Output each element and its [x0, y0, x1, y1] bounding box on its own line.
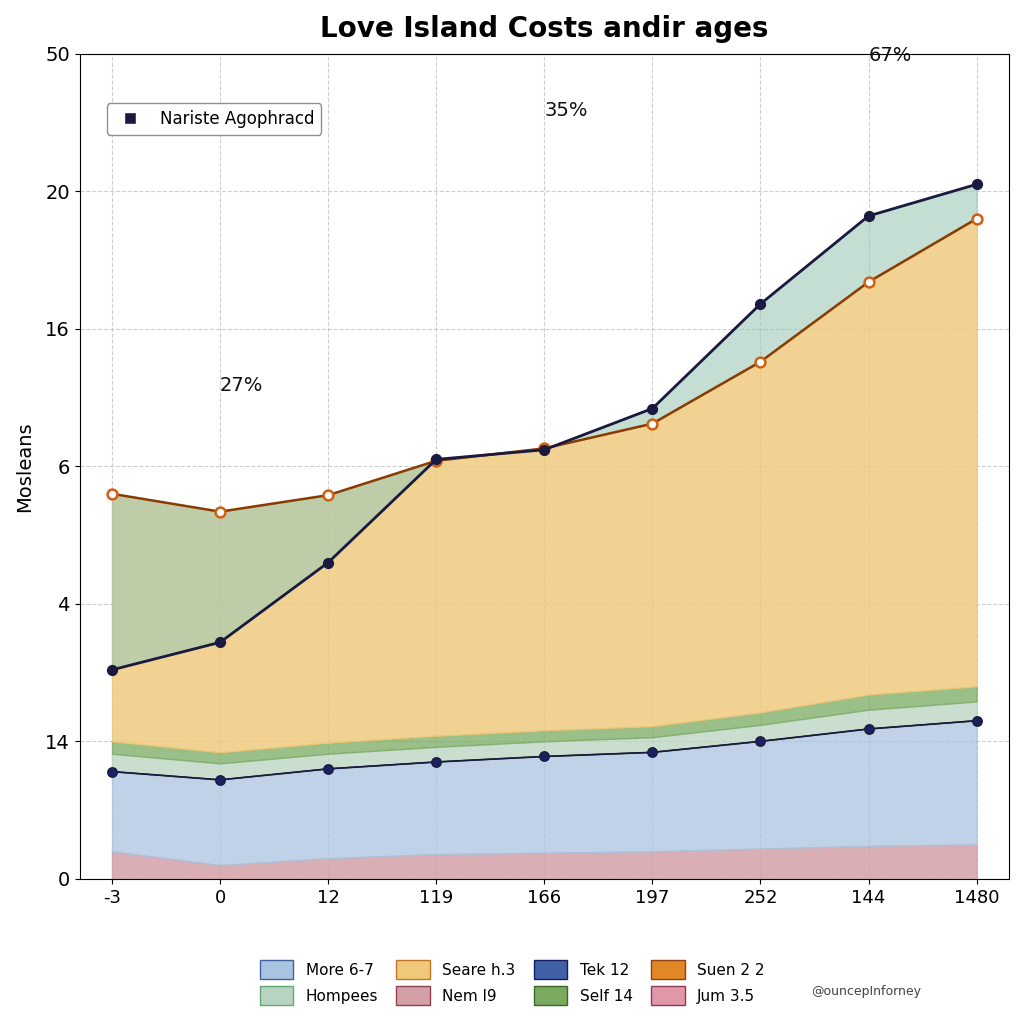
- Point: [969, 713, 985, 729]
- Point: [537, 749, 553, 765]
- Point: [969, 211, 985, 227]
- Point: [319, 554, 336, 570]
- Point: [319, 761, 336, 777]
- Point: [644, 744, 660, 761]
- Point: [212, 634, 228, 650]
- Legend: More 6-7, Hompees, Seare h.3, Nem l9, Tek 12, Self 14, Suen 2 2, Jum 3.5: More 6-7, Hompees, Seare h.3, Nem l9, Te…: [254, 954, 770, 1012]
- Point: [969, 176, 985, 193]
- Point: [212, 772, 228, 788]
- Point: [537, 749, 553, 765]
- Point: [860, 721, 877, 737]
- Point: [644, 744, 660, 761]
- Point: [753, 296, 769, 312]
- Point: [319, 487, 336, 504]
- Point: [537, 440, 553, 457]
- Point: [103, 764, 120, 780]
- Point: [860, 721, 877, 737]
- Point: [103, 485, 120, 502]
- Point: [860, 273, 877, 290]
- Text: 35%: 35%: [545, 100, 588, 120]
- Text: @ouncepInforney: @ouncepInforney: [812, 985, 922, 998]
- Y-axis label: Mosleans: Mosleans: [15, 421, 34, 512]
- Point: [103, 764, 120, 780]
- Point: [860, 208, 877, 224]
- Title: Love Island Costs andir ages: Love Island Costs andir ages: [321, 15, 769, 43]
- Point: [428, 754, 444, 770]
- Point: [644, 400, 660, 417]
- Point: [537, 441, 553, 458]
- Point: [753, 353, 769, 370]
- Point: [103, 662, 120, 678]
- Point: [644, 416, 660, 432]
- Legend: Nariste Agophracd: Nariste Agophracd: [106, 103, 321, 134]
- Point: [753, 733, 769, 750]
- Point: [428, 453, 444, 469]
- Point: [753, 733, 769, 750]
- Point: [319, 761, 336, 777]
- Text: 27%: 27%: [220, 376, 263, 394]
- Point: [428, 754, 444, 770]
- Point: [212, 504, 228, 520]
- Point: [428, 452, 444, 468]
- Text: 67%: 67%: [868, 45, 912, 65]
- Point: [212, 772, 228, 788]
- Point: [969, 713, 985, 729]
